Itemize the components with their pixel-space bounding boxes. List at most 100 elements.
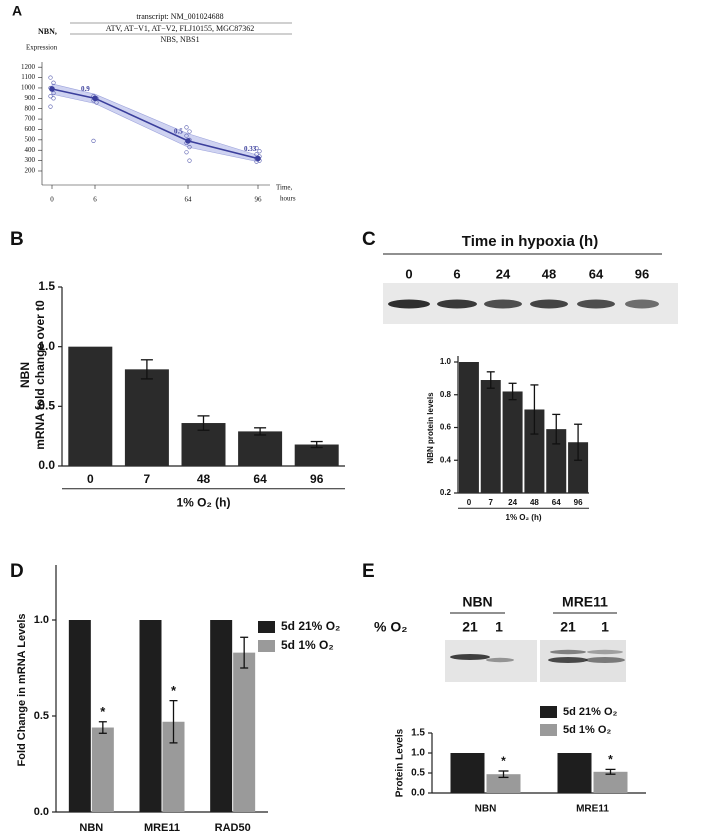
- error-bar: [197, 415, 210, 431]
- gene-alias: ATV, AT−V1, AT−V2, FLJ10155, MGC87362: [106, 24, 254, 33]
- blot-band: [548, 657, 588, 663]
- lane-label: 0: [405, 266, 412, 281]
- bar: [546, 429, 567, 493]
- x-axis-label: 1% O₂ (h): [177, 495, 231, 509]
- y-axis-label: NBN: [18, 362, 32, 388]
- y-tick-label: 1200: [21, 63, 36, 71]
- lane-label: 64: [589, 266, 604, 281]
- x-tick-label: 96: [310, 472, 324, 486]
- legend-swatch: [540, 706, 557, 718]
- error-bar: [605, 768, 616, 775]
- y-tick-label: 0.5: [411, 768, 425, 779]
- x-tick-label: 0: [87, 472, 94, 486]
- fold-label: 0.9: [81, 85, 90, 93]
- observation: [184, 125, 189, 130]
- bar: [210, 620, 233, 812]
- lane-label: 6: [453, 266, 460, 281]
- observation: [257, 149, 262, 154]
- x-tick-label: 64: [185, 196, 193, 204]
- y-tick-label: 1.5: [38, 279, 55, 293]
- legend-label: 5d 21% O₂: [281, 619, 340, 633]
- y-tick-label: 1.0: [411, 748, 425, 759]
- error-bar: [169, 699, 178, 744]
- y-axis-label: Protein Levels: [395, 728, 406, 797]
- bar: [294, 444, 339, 466]
- observation: [187, 158, 192, 163]
- y-tick-label: 0.5: [34, 710, 49, 722]
- x-tick-label: 0: [467, 498, 472, 507]
- blot-band: [388, 299, 430, 309]
- x-tick-label: 7: [144, 472, 151, 486]
- x-tick-label: 7: [489, 498, 494, 507]
- y-tick-label: 0.0: [38, 458, 55, 472]
- lane-label: 1: [495, 619, 503, 635]
- panel-letter: B: [10, 229, 24, 250]
- legend-label: 5d 1% O₂: [563, 724, 611, 736]
- error-bar: [254, 427, 267, 436]
- bar: [238, 431, 283, 466]
- x-tick-label: 96: [255, 196, 263, 204]
- x-tick-label: 64: [552, 498, 561, 507]
- x-axis-label: Time,: [276, 184, 293, 192]
- bar: [139, 620, 162, 812]
- mean-line: [51, 88, 259, 160]
- legend-swatch: [258, 640, 275, 652]
- mean-point: [49, 86, 55, 92]
- bar: [68, 620, 91, 812]
- x-tick-label: 6: [93, 196, 97, 204]
- blot-condition-label: % O₂: [374, 619, 407, 635]
- y-tick-label: 0.4: [440, 455, 452, 464]
- y-axis-label: mRNA fold change over t0: [33, 300, 47, 450]
- observation: [184, 133, 189, 138]
- observation: [48, 75, 53, 80]
- x-tick-label: NBN: [475, 804, 497, 815]
- blot-band: [550, 649, 586, 655]
- y-axis-label: NBN protein levels: [426, 392, 435, 464]
- panel-letter: A: [12, 3, 22, 19]
- title: transcript: NM_001024688: [136, 12, 223, 21]
- y-axis-label: Expression: [26, 44, 58, 52]
- blot-group-label: NBN: [462, 594, 492, 610]
- significance: *: [171, 683, 177, 698]
- lane-label: 24: [496, 266, 511, 281]
- panel-letter: C: [362, 229, 376, 250]
- legend-label: 5d 1% O₂: [281, 638, 334, 652]
- blot-band: [625, 299, 659, 309]
- y-tick-label: 1000: [21, 84, 36, 92]
- y-tick-label: 0.0: [411, 788, 425, 799]
- gene: NBN,: [38, 27, 57, 36]
- y-tick-label: 800: [25, 104, 36, 112]
- blot-band: [486, 657, 514, 663]
- x-tick-label: NBN: [79, 822, 103, 834]
- error-bar: [508, 382, 517, 401]
- error-bar: [240, 636, 249, 669]
- bar: [458, 362, 479, 493]
- error-bar: [310, 440, 323, 449]
- lane-label: 1: [601, 619, 609, 635]
- y-tick-label: 1.0: [440, 357, 452, 366]
- x-axis-label: 1% O₂ (h): [506, 513, 542, 522]
- y-tick-label: 200: [25, 167, 36, 175]
- y-tick-label: 1.0: [34, 614, 49, 626]
- bar: [68, 346, 113, 466]
- legend-swatch: [540, 724, 557, 736]
- error-bar: [486, 371, 495, 389]
- lane-label: 21: [560, 619, 576, 635]
- y-tick-label: 500: [25, 135, 36, 143]
- y-tick-label: 0.2: [440, 488, 452, 497]
- mean-point: [92, 95, 98, 102]
- y-tick-label: 600: [25, 125, 36, 133]
- blot-band: [577, 299, 615, 309]
- error-bar: [498, 770, 509, 779]
- x-tick-label: 0: [50, 196, 54, 204]
- blot-band: [530, 299, 568, 309]
- panel-letter: D: [10, 561, 24, 582]
- y-tick-label: 900: [25, 94, 36, 102]
- gene-alias: NBS, NBS1: [160, 35, 199, 44]
- legend-label: 5d 21% O₂: [563, 706, 618, 718]
- y-tick-label: 700: [25, 115, 36, 123]
- bar: [162, 721, 185, 812]
- fold-label: 0.33: [244, 145, 257, 153]
- bar: [450, 753, 485, 793]
- lane-label: 21: [462, 619, 478, 635]
